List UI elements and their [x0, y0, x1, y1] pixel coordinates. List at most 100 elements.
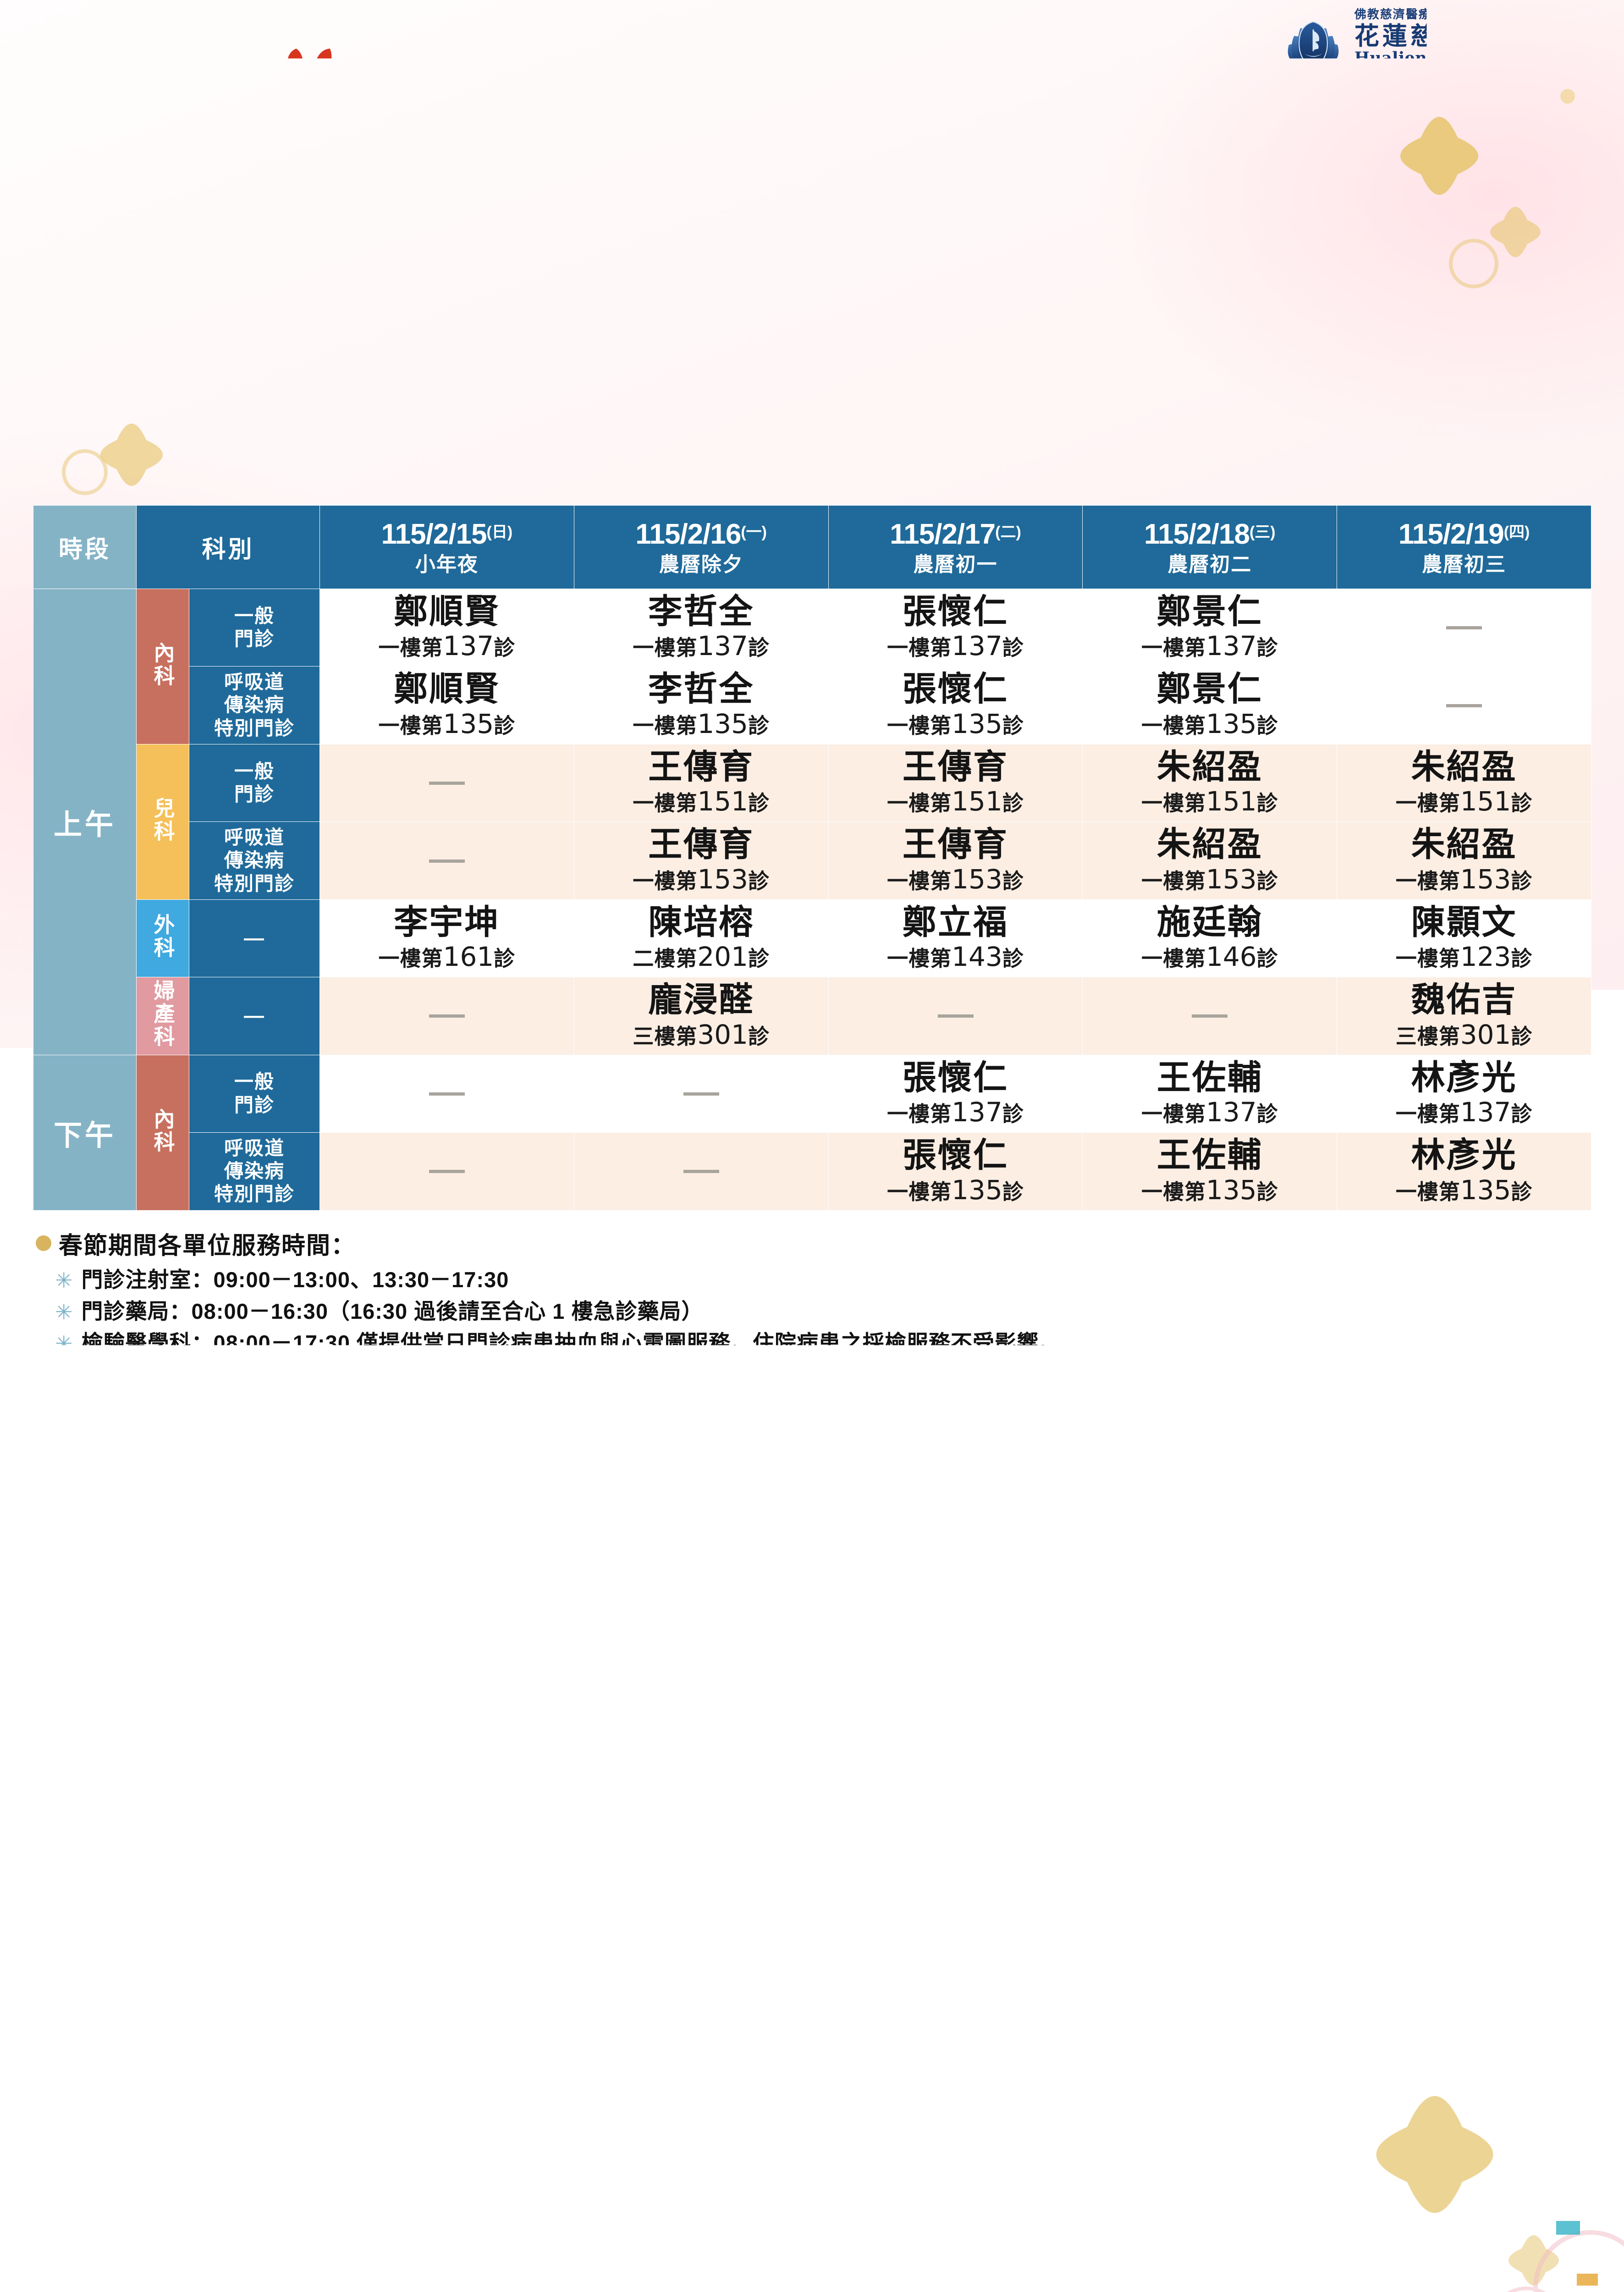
schedule-cell [320, 1133, 574, 1210]
day-3-weekday: (二) [995, 523, 1021, 541]
room-number: 146 [1206, 941, 1257, 972]
empty-slot-dash-icon [683, 1170, 719, 1173]
asterisk-icon: ✳ [55, 1270, 73, 1291]
column-header-day-3: 115/2/17(二) 農曆初一 [828, 506, 1083, 589]
department-label: 外科 [152, 914, 174, 959]
room-number: 137 [1460, 1096, 1511, 1128]
room-number: 137 [1206, 1096, 1257, 1128]
empty-slot-dash-icon [429, 860, 465, 863]
asterisk-icon: ✳ [55, 1397, 73, 1418]
note-item: ✳ 檢驗醫學科：08:00－17:30 僅提供當日門診病患抽血與心電圖服務。住院病… [55, 1330, 1567, 1355]
year-digit-left: 2 [564, 105, 699, 303]
notes-heading-description: 說明： [36, 1426, 1567, 1460]
schedule-cell [320, 1055, 574, 1132]
schedule-cell [1083, 977, 1337, 1055]
clinic-room: 一樓第135診 [1340, 1174, 1588, 1206]
clinic-room: 一樓第153診 [1085, 864, 1334, 895]
table-row: 婦產科 — 龐浸醛 三樓第301診 魏佑吉 三樓第301診 [33, 977, 1591, 1055]
hospital-name-en: Hualien Tzu Chi Hospital, [1354, 50, 1592, 66]
schedule-cell: 李宇坤 一樓第161診 [320, 899, 574, 977]
asterisk-icon: ✳ [55, 1333, 73, 1354]
room-number: 151 [697, 786, 748, 817]
schedule-cell: 李哲全 一樓第135診 [574, 667, 828, 744]
zodiac-horse-illustration-icon [151, 18, 564, 385]
room-number: 135 [952, 1174, 1002, 1206]
clinic-kind-cell: — [189, 977, 320, 1055]
doctor-name: 林彥光 [1340, 1060, 1588, 1096]
clinic-kind-cell: 呼吸道 傳染病 特別門診 [189, 667, 320, 744]
clinic-room: 一樓第153診 [831, 864, 1080, 895]
clinic-room: 一樓第135診 [831, 1174, 1080, 1206]
notes-list-description: ✳ 2/15（日）至 2/19（四）開設假日門診，其餘全面停診，另急診提供 24 … [36, 1467, 1567, 1524]
schedule-cell: 林彥光 一樓第135診 [1337, 1133, 1591, 1210]
clinic-room: 一樓第137診 [831, 630, 1080, 661]
doctor-name: 李宇坤 [323, 904, 571, 940]
note-text: 2/15（日）至 2/19（四）開設假日門診，其餘全面停診，另急診提供 24 小… [82, 1467, 939, 1492]
schedule-cell: 陳培榕 二樓第201診 [574, 899, 828, 977]
day-1-date: 115/2/15 [381, 518, 487, 550]
schedule-cell: 朱紹盈 一樓第151診 [1083, 744, 1337, 821]
doctor-name: 李哲全 [577, 594, 826, 629]
note-item: ✳ 門診注射室：09:00－13:00、13:30－17:30 [55, 1267, 1567, 1292]
happy-new-year-arc-text: HAPPY NEW YEAR [733, 151, 1109, 344]
schedule-cell: 鄭立福 一樓第143診 [828, 899, 1083, 977]
kind-line: 門診 [189, 783, 319, 806]
note-text: 2/20（五）起，正常門診。 [82, 1499, 345, 1524]
empty-slot-dash-icon [1446, 704, 1482, 707]
column-header-day-1: 115/2/15(日) 小年夜 [320, 506, 574, 589]
kind-line: 傳染病 [189, 849, 319, 872]
day-4-weekday: (三) [1250, 523, 1276, 541]
room-number: 137 [697, 630, 748, 661]
clinic-kind-cell: 呼吸道 傳染病 特別門診 [189, 1133, 320, 1210]
bullet-icon [36, 1435, 51, 1451]
clinic-room: 三樓第301診 [577, 1019, 826, 1050]
kind-line: 傳染病 [189, 694, 319, 716]
clinic-kind-cell: 呼吸道 傳染病 特別門診 [189, 822, 320, 899]
room-number: 153 [952, 864, 1002, 895]
day-3-lunar: 農曆初一 [829, 553, 1083, 576]
hospital-name-text: 佛教慈濟醫療財團法人 花蓮慈濟醫院 Hualien Tzu Chi Hospit… [1354, 8, 1592, 78]
schedule-cell: 鄭順賢 一樓第135診 [320, 667, 574, 744]
room-number: 137 [952, 1096, 1002, 1128]
room-number: 151 [1206, 786, 1257, 817]
kind-line: 一般 [189, 605, 319, 628]
department-cell: 婦產科 [137, 977, 189, 1055]
schedule-cell: 張懷仁 一樓第135診 [828, 667, 1083, 744]
clinic-kind-cell: — [189, 899, 320, 977]
column-header-day-5: 115/2/19(四) 農曆初三 [1337, 506, 1591, 589]
schedule-cell: 張懷仁 一樓第137診 [828, 1055, 1083, 1132]
schedule-cell: 王傳育 一樓第151診 [828, 744, 1083, 821]
doctor-name: 朱紹盈 [1340, 749, 1588, 785]
empty-slot-dash-icon [938, 1014, 974, 1018]
schedule-cell: 龐浸醛 三樓第301診 [574, 977, 828, 1055]
room-number: 135 [1206, 708, 1257, 739]
clinic-kind-cell: 一般 門診 [189, 589, 320, 667]
clinic-room: 一樓第151診 [1085, 786, 1334, 817]
room-number: 135 [1206, 1174, 1257, 1206]
notes-heading-service-hours: 春節期間各單位服務時間： [36, 1226, 1567, 1261]
note-item: ✳ 其他檢查暫停開放。 [55, 1394, 1567, 1419]
doctor-name: 張懷仁 [831, 671, 1080, 707]
department-label: 兒科 [152, 797, 174, 843]
day-5-weekday: (四) [1504, 523, 1530, 541]
schedule-cell: 鄭景仁 一樓第135診 [1083, 667, 1337, 744]
kind-line: 特別門診 [189, 872, 319, 895]
table-row: 兒科 一般 門診 王傳育 一樓第151診 王傳育 一樓第151診 朱紹盈 一樓第151診 朱紹盈一… [33, 744, 1591, 821]
clinic-room: 一樓第137診 [1340, 1096, 1588, 1128]
doctor-name: 鄭順賢 [323, 594, 571, 629]
doctor-name: 李哲全 [577, 671, 826, 707]
tzu-chi-lotus-logo-icon [1281, 11, 1345, 76]
schedule-cell [1337, 589, 1591, 667]
doctor-name: 朱紹盈 [1085, 749, 1334, 785]
room-number: 135 [697, 708, 748, 739]
bullet-icon [36, 1235, 51, 1251]
empty-slot-dash-icon [429, 1092, 465, 1096]
notes-heading-description-label: 說明： [59, 1426, 133, 1460]
kind-line: 呼吸道 [189, 1137, 319, 1160]
doctor-name: 張懷仁 [831, 1060, 1080, 1096]
room-number: 135 [443, 708, 494, 739]
clinic-room: 一樓第135診 [577, 708, 826, 739]
schedule-cell: 陳顥文 一樓第123診 [1337, 899, 1591, 977]
clinic-room: 一樓第137診 [831, 1096, 1080, 1128]
period-cell-morning: 上午 [33, 589, 137, 1055]
